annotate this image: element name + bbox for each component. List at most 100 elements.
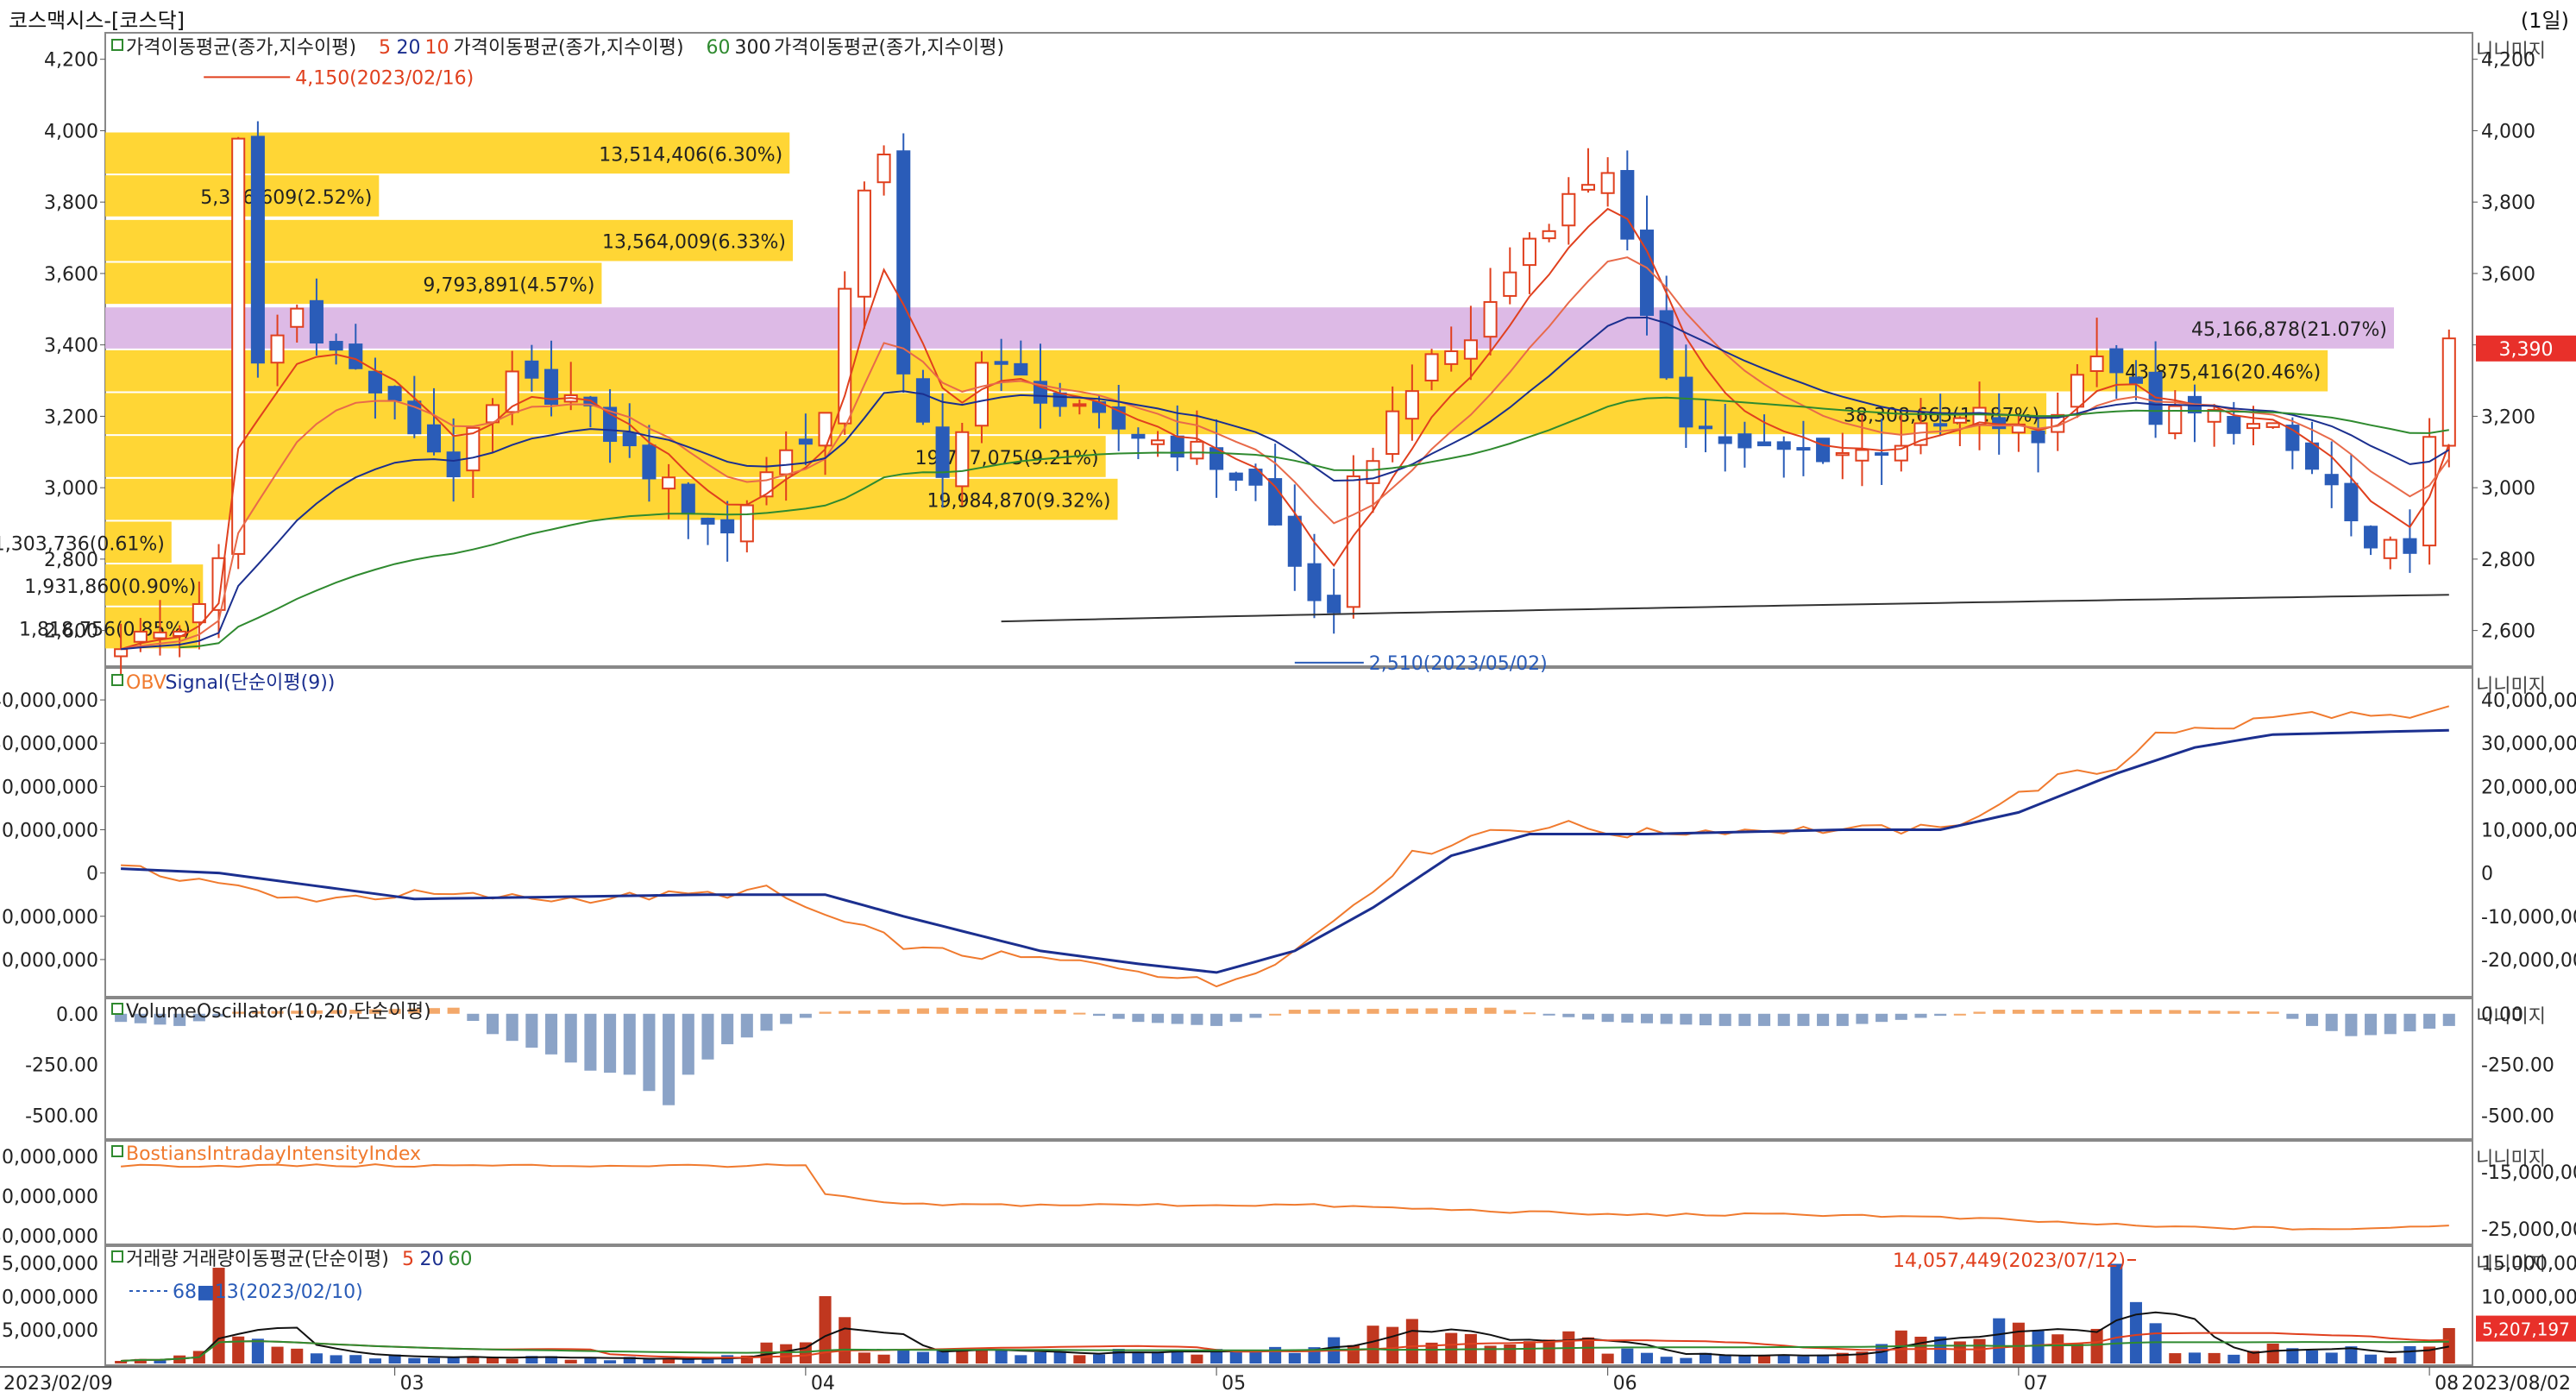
volume-bar bbox=[663, 1359, 675, 1363]
vo-bar bbox=[486, 1013, 499, 1035]
volume-bar bbox=[447, 1357, 460, 1363]
volume-bar bbox=[1034, 1351, 1047, 1363]
volume-bar bbox=[1777, 1355, 1790, 1363]
vo-bar bbox=[1875, 1013, 1888, 1023]
volume-bar bbox=[2246, 1351, 2260, 1363]
vo-bar bbox=[1797, 1013, 1810, 1026]
volume-bar bbox=[643, 1358, 656, 1363]
volume-bar bbox=[1249, 1351, 1262, 1363]
volume-bar bbox=[368, 1358, 381, 1363]
obv-tick-label-right: 10,000,000 bbox=[2481, 820, 2576, 841]
price-legend-item: 5 bbox=[379, 37, 391, 59]
volume-bar bbox=[1973, 1338, 1986, 1363]
candle-body bbox=[1542, 230, 1556, 240]
vo-bar bbox=[1191, 1013, 1203, 1025]
volume-bar bbox=[1700, 1352, 1712, 1363]
candle-body bbox=[1424, 353, 1439, 381]
vo-bar bbox=[1269, 1013, 1282, 1016]
bii-tick-label-right: -25,000,000 bbox=[2481, 1219, 2576, 1241]
candle-body bbox=[505, 370, 519, 413]
vo-bar bbox=[427, 1008, 441, 1014]
candle-body bbox=[446, 451, 461, 478]
min-price-annotation: 2,510(2023/05/02) bbox=[1369, 653, 1548, 675]
candle-body bbox=[1952, 417, 1967, 424]
obv-tick-label-right: -20,000,000 bbox=[2481, 950, 2576, 972]
signal-line bbox=[121, 728, 2449, 974]
x-axis-start-label: 2023/02/09 bbox=[3, 1373, 113, 1395]
candle-body bbox=[701, 517, 715, 525]
volume-bar bbox=[564, 1359, 577, 1363]
volume-bar bbox=[1680, 1357, 1693, 1363]
vo-tick-label-left: 0.00 bbox=[56, 1004, 98, 1026]
vo-bar bbox=[2149, 1010, 2162, 1014]
vo-bar bbox=[1562, 1013, 1575, 1017]
candle-body bbox=[876, 154, 891, 184]
candle-body bbox=[2089, 356, 2104, 372]
vo-bar bbox=[2325, 1013, 2338, 1031]
volume-bar bbox=[486, 1357, 499, 1363]
volume-profile-label: 45,166,878(21.07%) bbox=[2191, 319, 2387, 341]
candle-body bbox=[1737, 433, 1752, 449]
candle-body bbox=[153, 631, 167, 639]
x-axis-month-label: 08 bbox=[2435, 1373, 2459, 1395]
volume-bar bbox=[154, 1359, 166, 1363]
candle-body bbox=[1228, 472, 1243, 481]
candle-body bbox=[2246, 423, 2261, 430]
volume-bar bbox=[2266, 1343, 2279, 1363]
obv-tick-label-right: 0 bbox=[2481, 864, 2493, 885]
vo-bar bbox=[2423, 1013, 2436, 1030]
vo-bar bbox=[447, 1007, 460, 1014]
candle-body bbox=[2168, 405, 2183, 435]
volume-bar bbox=[2012, 1322, 2025, 1363]
volume-bar bbox=[740, 1355, 753, 1363]
vo-bar bbox=[1484, 1007, 1497, 1014]
volume-bar bbox=[1523, 1341, 1536, 1363]
vo-bar bbox=[1053, 1010, 1066, 1014]
vo-scale-marker: 니니미지 bbox=[2476, 1006, 2546, 1028]
vo-bar bbox=[2208, 1011, 2221, 1014]
volume-bar bbox=[936, 1349, 949, 1363]
price-tick-label-left: 2,600 bbox=[44, 621, 98, 643]
candle-body bbox=[290, 307, 305, 328]
vo-bar bbox=[212, 1013, 225, 1017]
period-selector[interactable]: (1일) bbox=[2520, 9, 2569, 33]
volume-bar bbox=[916, 1351, 929, 1363]
vo-bar bbox=[232, 1011, 245, 1014]
candle-body bbox=[231, 137, 246, 555]
price-tick-label-right: 4,000 bbox=[2481, 121, 2535, 142]
volume-bar bbox=[506, 1358, 518, 1363]
candle-body bbox=[1463, 339, 1478, 360]
candle-body bbox=[1835, 451, 1850, 457]
vo-bar bbox=[2266, 1011, 2279, 1014]
candle-body bbox=[857, 189, 871, 298]
volume-profile-band bbox=[105, 307, 2394, 349]
volume-bar bbox=[1171, 1350, 1184, 1363]
obv-legend-item: Signal(단순이평(9)) bbox=[166, 672, 336, 694]
vo-legend-checkbox bbox=[111, 1003, 123, 1015]
volume-bar bbox=[2090, 1328, 2103, 1363]
vo-bar bbox=[995, 1008, 1008, 1014]
volume-bar bbox=[1640, 1352, 1654, 1363]
bii-tick-label-right: -15,000,000 bbox=[2481, 1162, 2576, 1184]
price-tick-label-left: 3,600 bbox=[44, 264, 98, 286]
vo-bar bbox=[1542, 1013, 1555, 1016]
vo-bar bbox=[975, 1008, 988, 1014]
candle-body bbox=[1307, 563, 1322, 601]
candle-body bbox=[329, 341, 343, 351]
vo-bar bbox=[1758, 1013, 1771, 1026]
volume-bar bbox=[2384, 1357, 2397, 1363]
candle-body bbox=[1855, 449, 1869, 462]
vo-bar bbox=[1836, 1013, 1849, 1026]
candle-body bbox=[1483, 300, 1498, 338]
candle-body bbox=[2031, 430, 2045, 444]
volume-bar bbox=[1425, 1342, 1438, 1363]
volume-bar bbox=[858, 1352, 870, 1363]
candle-body bbox=[2364, 526, 2378, 549]
volume-bar bbox=[1288, 1352, 1301, 1363]
volume-bar bbox=[408, 1357, 421, 1363]
volume-bar bbox=[2286, 1348, 2299, 1363]
obv-tick-label-left: 30,000,000 bbox=[0, 734, 98, 755]
candle-body bbox=[2128, 376, 2143, 384]
candle-body bbox=[1327, 595, 1341, 614]
